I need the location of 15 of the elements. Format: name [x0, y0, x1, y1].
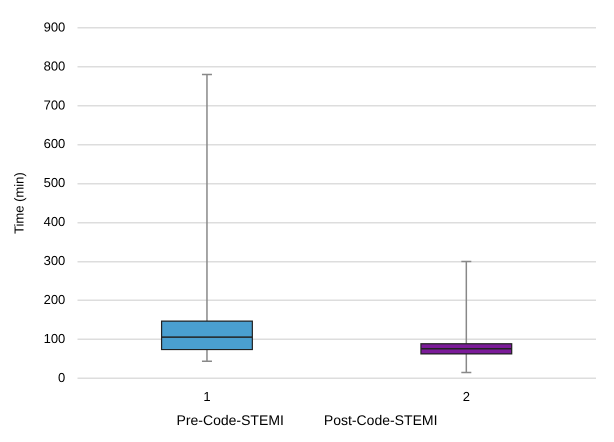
y-tick-label: 500	[44, 175, 66, 190]
x-tick-label: 2	[462, 388, 470, 404]
y-axis-title: Time (min)	[11, 172, 26, 234]
y-tick-label: 700	[44, 97, 66, 112]
y-tick-label: 600	[44, 136, 66, 152]
y-tick-label: 800	[44, 58, 66, 74]
x-tick-label: 1	[203, 388, 211, 404]
y-tick-label: 0	[58, 370, 66, 385]
text: Post-Code-STEMI	[324, 412, 438, 428]
text: Pre-Code-STEMI	[176, 412, 284, 428]
y-tick-label: 400	[44, 214, 66, 230]
y-tick-label: 200	[44, 292, 66, 308]
y-tick-label: 100	[44, 331, 66, 346]
y-tick-label: 300	[44, 253, 66, 268]
y-tick-label: 900	[44, 19, 66, 34]
